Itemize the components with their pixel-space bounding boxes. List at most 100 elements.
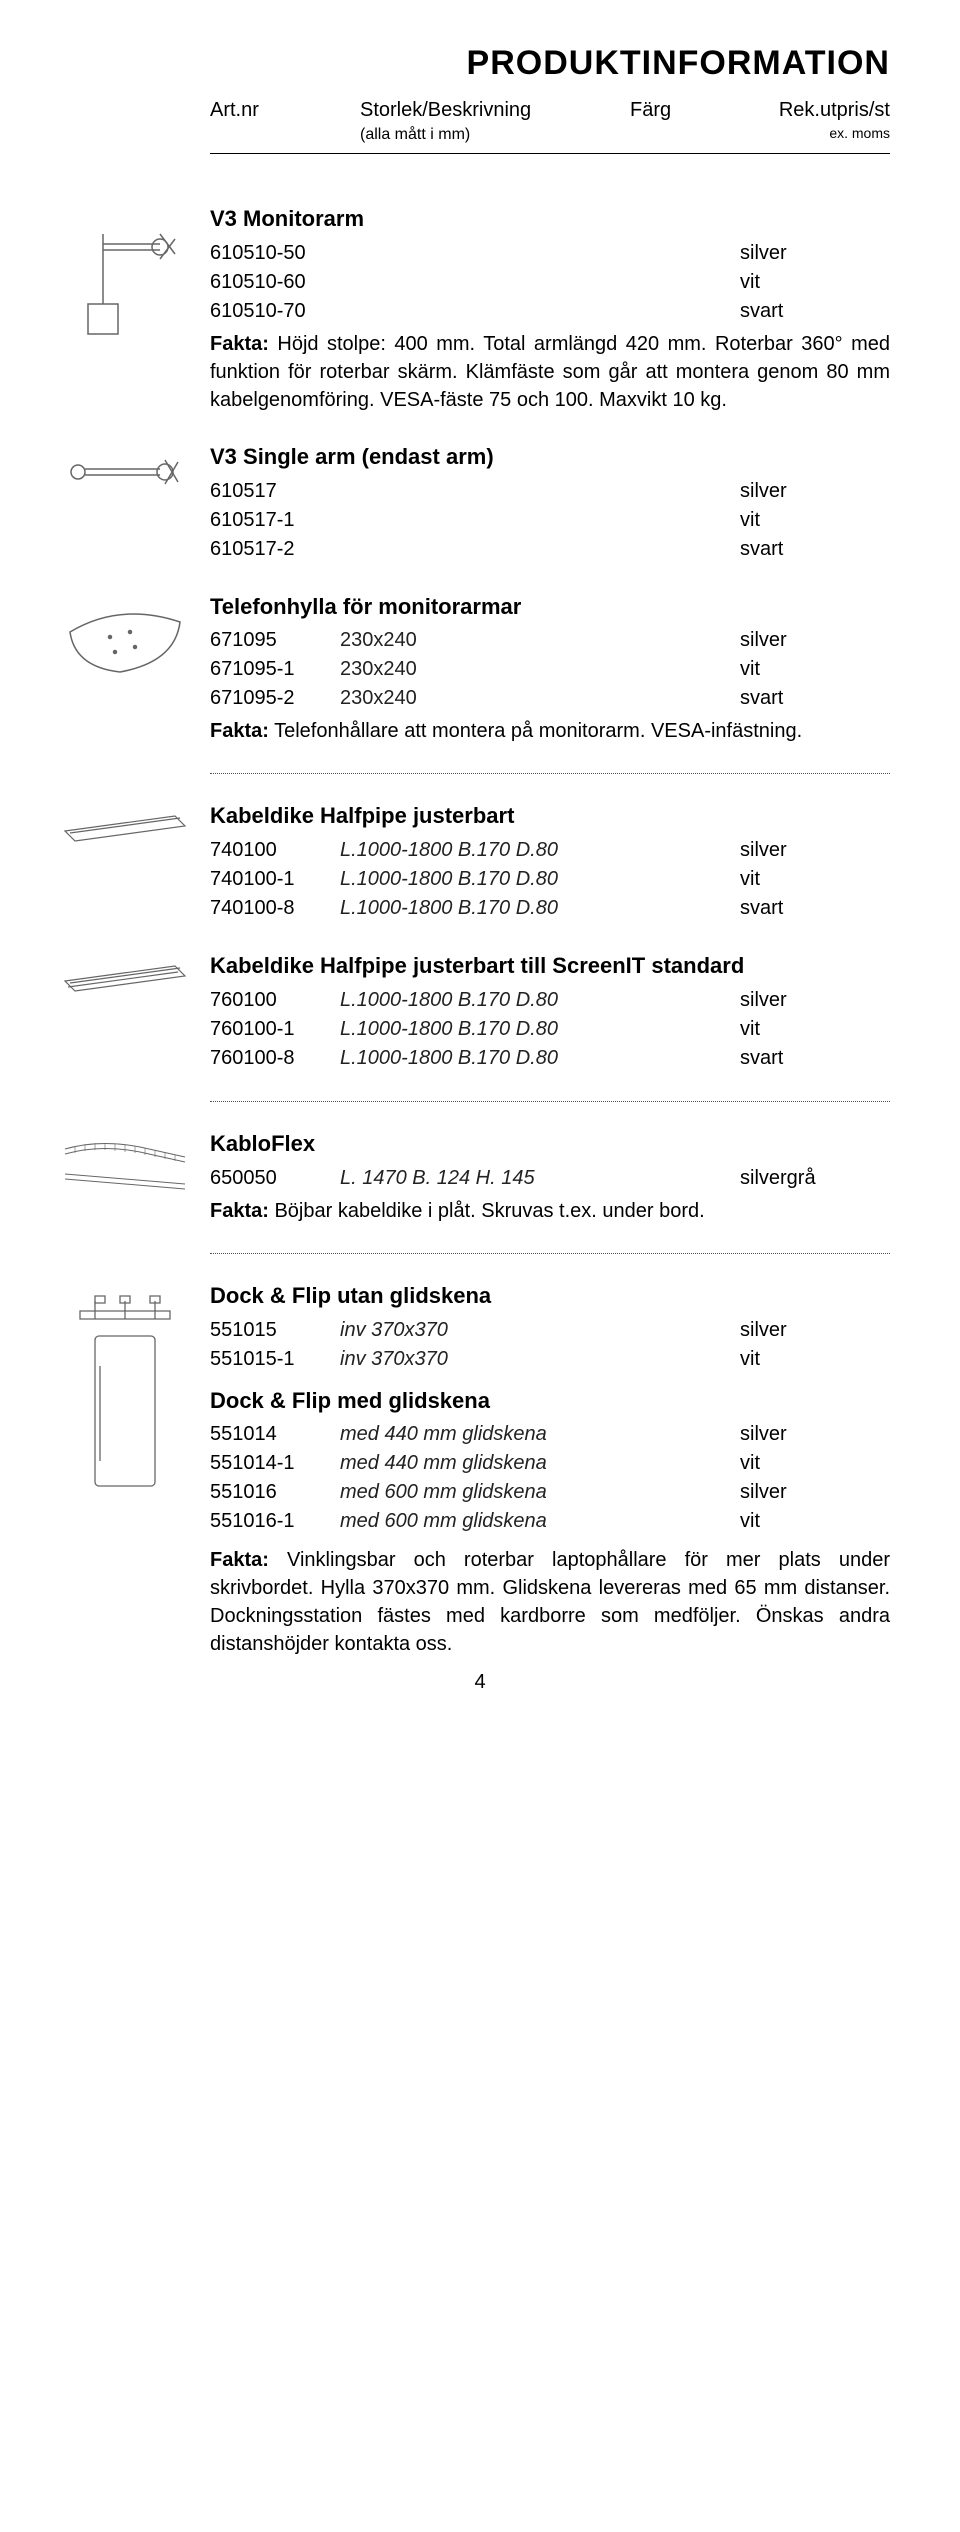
color: svart	[740, 535, 890, 564]
fakta-body: Telefonhållare att montera på monitorarm…	[269, 720, 802, 742]
table-row: 610517 silver	[210, 477, 890, 506]
desc	[340, 297, 740, 326]
art-nr: 610510-60	[210, 268, 340, 297]
art-nr: 610517	[210, 477, 340, 506]
fakta-label: Fakta:	[210, 333, 269, 355]
thumb-cable-tray-icon	[60, 801, 190, 859]
desc: med 440 mm glidskena	[340, 1449, 740, 1478]
product-title: Telefonhylla för monitorarmar	[210, 592, 890, 623]
table-row: 610510-50 silver	[210, 239, 890, 268]
fakta-text: Fakta: Böjbar kabeldike i plåt. Skruvas …	[210, 1197, 890, 1225]
desc	[340, 239, 740, 268]
desc: L.1000-1800 B.170 D.80	[340, 1044, 740, 1073]
page-header: PRODUKTINFORMATION Art.nr Storlek/Beskri…	[210, 40, 890, 154]
art-nr: 740100-8	[210, 894, 340, 923]
table-row: 551015inv 370x370silver	[210, 1316, 890, 1345]
table-row: 760100-1L.1000-1800 B.170 D.80vit	[210, 1015, 890, 1044]
table-row: 671095-2230x240svart	[210, 684, 890, 713]
table-row: 671095230x240silver	[210, 626, 890, 655]
fakta-body: Böjbar kabeldike i plåt. Skruvas t.ex. u…	[269, 1200, 705, 1222]
table-row: 740100L.1000-1800 B.170 D.80silver	[210, 836, 890, 865]
desc: med 600 mm glidskena	[340, 1507, 740, 1536]
color: svart	[740, 684, 890, 713]
section-dock-flip-utan: Dock & Flip utan glidskena 551015inv 370…	[210, 1253, 890, 1659]
table-row: 610510-70svart	[210, 297, 890, 326]
color: silver	[740, 1478, 890, 1507]
col-header-desc: Storlek/Beskrivning (alla mått i mm)	[360, 96, 630, 146]
desc: L.1000-1800 B.170 D.80	[340, 836, 740, 865]
section-kabloflex: KabloFlex 650050L. 1470 B. 124 H. 145sil…	[210, 1101, 890, 1225]
art-nr: 671095-1	[210, 655, 340, 684]
content: V3 Monitorarm 610510-50silver 610510-60v…	[210, 204, 890, 1658]
desc: inv 370x370	[340, 1345, 740, 1374]
col-header-price-sub: ex. moms	[750, 124, 890, 144]
table-row: 610517-1vit	[210, 506, 890, 535]
desc: med 440 mm glidskena	[340, 1420, 740, 1449]
art-nr: 671095	[210, 626, 340, 655]
art-nr: 740100	[210, 836, 340, 865]
color: silver	[740, 239, 890, 268]
thumb-dock-flip-icon	[60, 1281, 190, 1509]
color: silver	[740, 477, 890, 506]
color: svart	[740, 1044, 890, 1073]
desc	[340, 535, 740, 564]
table-row: 551014-1med 440 mm glidskenavit	[210, 1449, 890, 1478]
header-rule	[210, 153, 890, 154]
desc: med 600 mm glidskena	[340, 1478, 740, 1507]
thumb-phone-shelf-icon	[60, 592, 190, 690]
product-title: Kabeldike Halfpipe justerbart	[210, 801, 890, 832]
section-v3-single-arm: V3 Single arm (endast arm) 610517silver …	[210, 442, 890, 564]
table-row: 551015-1inv 370x370vit	[210, 1345, 890, 1374]
desc: L.1000-1800 B.170 D.80	[340, 865, 740, 894]
col-header-desc-sub: (alla mått i mm)	[360, 124, 630, 146]
art-nr: 551014-1	[210, 1449, 340, 1478]
table-row: 740100-1L.1000-1800 B.170 D.80vit	[210, 865, 890, 894]
color: vit	[740, 1015, 890, 1044]
art-nr: 551015-1	[210, 1345, 340, 1374]
table-row: 650050L. 1470 B. 124 H. 145silvergrå	[210, 1164, 890, 1193]
art-nr: 610510-50	[210, 239, 340, 268]
desc: inv 370x370	[340, 1316, 740, 1345]
table-row: 551016-1med 600 mm glidskenavit	[210, 1507, 890, 1536]
thumb-single-arm-icon	[60, 442, 190, 510]
art-nr: 610517-2	[210, 535, 340, 564]
page-number: 4	[0, 1668, 960, 1696]
art-nr: 760100-8	[210, 1044, 340, 1073]
color: vit	[740, 268, 890, 297]
fakta-label: Fakta:	[210, 1549, 269, 1571]
col-header-color: Färg	[630, 96, 750, 146]
art-nr: 760100	[210, 986, 340, 1015]
fakta-label: Fakta:	[210, 1200, 269, 1222]
col-header-color-label: Färg	[630, 99, 671, 121]
art-nr: 650050	[210, 1164, 340, 1193]
color: silver	[740, 1420, 890, 1449]
color: silver	[740, 1316, 890, 1345]
color: vit	[740, 1345, 890, 1374]
color: vit	[740, 506, 890, 535]
section-kabeldike-halfpipe: Kabeldike Halfpipe justerbart 740100L.10…	[210, 773, 890, 923]
col-header-art-label: Art.nr	[210, 99, 259, 121]
art-nr: 671095-2	[210, 684, 340, 713]
color: silver	[740, 836, 890, 865]
product-title: Dock & Flip med glidskena	[210, 1386, 890, 1417]
section-v3-monitorarm: V3 Monitorarm 610510-50silver 610510-60v…	[210, 204, 890, 414]
thumb-kabloflex-icon	[60, 1129, 190, 1207]
color: vit	[740, 655, 890, 684]
color: svart	[740, 894, 890, 923]
desc: L.1000-1800 B.170 D.80	[340, 986, 740, 1015]
product-title: Dock & Flip utan glidskena	[210, 1281, 890, 1312]
col-header-price-label: Rek.utpris/st	[779, 99, 890, 121]
art-nr: 740100-1	[210, 865, 340, 894]
fakta-text: Fakta: Telefonhållare att montera på mon…	[210, 717, 890, 745]
desc: L. 1470 B. 124 H. 145	[340, 1164, 740, 1193]
page-title: PRODUKTINFORMATION	[210, 40, 890, 88]
table-row: 551014med 440 mm glidskenasilver	[210, 1420, 890, 1449]
table-row: 740100-8L.1000-1800 B.170 D.80svart	[210, 894, 890, 923]
fakta-body: Vinklingsbar och roterbar laptophållare …	[210, 1549, 890, 1655]
col-header-art: Art.nr	[210, 96, 360, 146]
fakta-body: Höjd stolpe: 400 mm. Total armlängd 420 …	[210, 333, 890, 411]
product-title: V3 Single arm (endast arm)	[210, 442, 890, 473]
fakta-text: Fakta: Vinklingsbar och roterbar laptoph…	[210, 1546, 890, 1658]
section-telefonhylla: Telefonhylla för monitorarmar 671095230x…	[210, 592, 890, 746]
art-nr: 551016	[210, 1478, 340, 1507]
